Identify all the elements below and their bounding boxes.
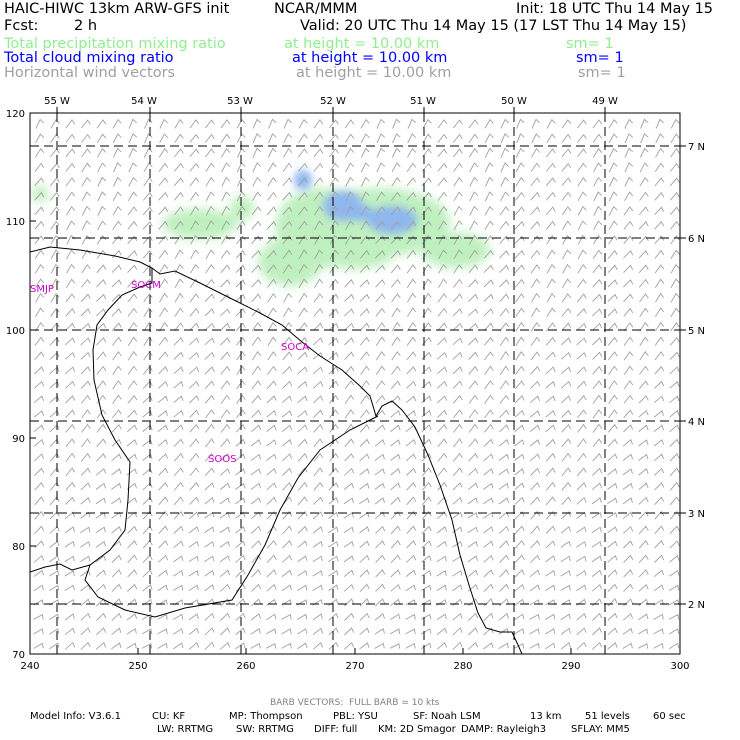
longitude-labels: 55 W 54 W 53 W 52 W 51 W 50 W 49 W (44, 96, 618, 107)
station-smjp: SMJP (30, 284, 54, 295)
lat-label-7n: 7 N (688, 142, 705, 153)
lat-label-5n: 5 N (688, 326, 705, 337)
field-2-smooth: sm= 1 (576, 50, 624, 66)
lon-label-51w: 51 W (410, 96, 436, 107)
grid-x-labels: 240 250 260 270 280 290 300 (20, 661, 689, 672)
station-labels: SMJP SOCM SOCA SOOS (30, 280, 309, 465)
field-3-smooth: sm= 1 (578, 65, 626, 81)
field-1-smooth: sm= 1 (566, 36, 614, 52)
wind-barb-glyphs (33, 118, 680, 650)
model-resolution: 13 km (530, 711, 562, 722)
lon-label-53w: 53 W (227, 96, 253, 107)
lon-label-55w: 55 W (44, 96, 70, 107)
coastlines-borders (30, 246, 523, 654)
y-label-80: 80 (12, 542, 25, 553)
axis-ticks (30, 112, 681, 655)
model-sw: SW: RRTMG (236, 724, 294, 735)
latitude-labels: 7 N 6 N 5 N 4 N 3 N 2 N (688, 142, 705, 611)
model-sf: SF: Noah LSM (413, 711, 481, 722)
field-1-height: at height = 10.00 km (284, 36, 440, 52)
x-label-280: 280 (453, 661, 472, 672)
x-label-300: 300 (670, 661, 689, 672)
wind-barbs (33, 118, 680, 650)
field-3-name: Horizontal wind vectors (4, 65, 176, 81)
valid-time: Valid: 20 UTC Thu 14 May 15 (17 LST Thu … (300, 18, 687, 34)
plot-title: HAIC-HIWC 13km ARW-GFS init (4, 1, 230, 17)
x-label-260: 260 (236, 661, 255, 672)
model-damp: DAMP: Rayleigh3 (461, 724, 547, 735)
y-label-110: 110 (6, 217, 25, 228)
lon-label-54w: 54 W (131, 96, 157, 107)
x-label-250: 250 (128, 661, 147, 672)
forecast-hour: 2 h (74, 18, 98, 34)
x-label-270: 270 (345, 661, 364, 672)
init-time: Init: 18 UTC Thu 14 May 15 (516, 1, 714, 17)
field-2-height: at height = 10.00 km (292, 50, 448, 66)
lon-label-50w: 50 W (501, 96, 527, 107)
field-2-name: Total cloud mixing ratio (4, 50, 174, 66)
model-sflay: SFLAY: MM5 (571, 724, 630, 735)
lat-label-6n: 6 N (688, 234, 705, 245)
model-info: Model Info: V3.6.1 (30, 711, 121, 722)
station-socm: SOCM (131, 280, 161, 291)
forecast-label: Fcst: (4, 18, 39, 34)
lat-label-4n: 4 N (688, 417, 705, 428)
y-label-120: 120 (6, 109, 25, 120)
y-label-90: 90 (12, 434, 25, 445)
station-soos: SOOS (208, 454, 236, 465)
model-timestep: 60 sec (653, 711, 686, 722)
lon-label-49w: 49 W (592, 96, 618, 107)
top-ticks (56, 107, 606, 113)
model-cu: CU: KF (152, 711, 186, 722)
lat-lon-grid (30, 113, 680, 654)
grid-y-labels: 120 110 100 90 80 70 (6, 109, 25, 661)
y-label-70: 70 (12, 650, 25, 661)
model-pbl: PBL: YSU (333, 711, 378, 722)
field-3-height: at height = 10.00 km (296, 65, 452, 81)
precipitation-shading (31, 186, 490, 286)
model-mp: MP: Thompson (229, 711, 303, 722)
x-label-290: 290 (561, 661, 580, 672)
station-soca: SOCA (281, 342, 309, 353)
model-levels: 51 levels (585, 711, 630, 722)
model-diff: DIFF: full (314, 724, 358, 735)
lon-label-52w: 52 W (320, 96, 346, 107)
barb-vectors-note: BARB VECTORS: FULL BARB = 10 kts (270, 698, 440, 708)
field-1-name: Total precipitation mixing ratio (4, 36, 226, 52)
model-lw: LW: RRTMG (157, 724, 214, 735)
x-label-240: 240 (20, 661, 39, 672)
organization: NCAR/MMM (274, 1, 358, 17)
right-ticks (680, 145, 686, 605)
lat-label-2n: 2 N (688, 600, 705, 611)
model-km: KM: 2D Smagor (378, 724, 456, 735)
y-label-100: 100 (6, 326, 25, 337)
lat-label-3n: 3 N (688, 509, 705, 520)
